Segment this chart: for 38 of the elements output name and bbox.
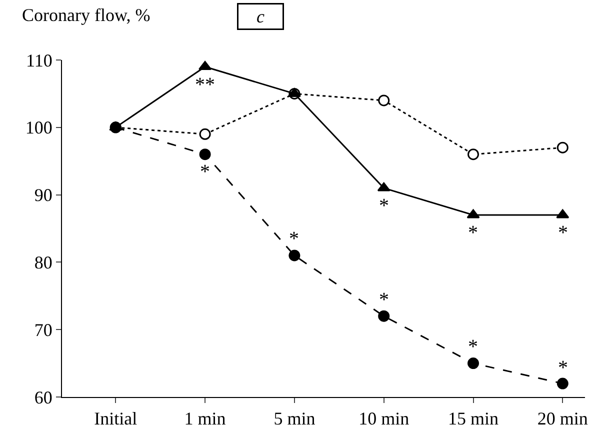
x-tick-label: 5 min [274,408,316,429]
point [378,94,390,106]
point [288,88,301,97]
x-tick-label: 10 min [358,408,410,429]
x-tick-label: 15 min [448,408,499,429]
point [199,128,211,140]
point [468,358,479,370]
point [468,148,479,160]
annotation: * [379,289,389,311]
point [556,209,570,218]
y-tick-label: 80 [34,252,52,272]
point [109,122,122,131]
annotation: * [289,228,299,250]
annotation: * [558,222,568,244]
point [556,142,568,154]
point [199,148,211,160]
point [466,209,480,218]
annotation: * [468,336,478,358]
chart-title: c [256,6,264,26]
y-tick-label: 60 [34,387,52,408]
point [556,378,568,390]
annotation: ** [195,74,215,96]
x-tick-label: 1 min [184,408,226,429]
y-tick-label: 90 [34,185,52,206]
y-axis-title: Coronary flow, % [22,5,150,25]
y-tick-label: 70 [34,320,52,340]
x-tick-label: Initial [94,408,138,429]
point [288,250,300,262]
y-tick-label: 110 [26,50,52,70]
point [377,182,390,192]
annotation: * [468,222,478,244]
annotation: * [200,161,210,183]
point [198,60,212,70]
annotation: * [558,357,568,379]
x-tick-label: 20 min [537,408,588,429]
point [378,310,390,322]
annotation: * [379,195,389,217]
y-tick-label: 100 [25,118,52,138]
